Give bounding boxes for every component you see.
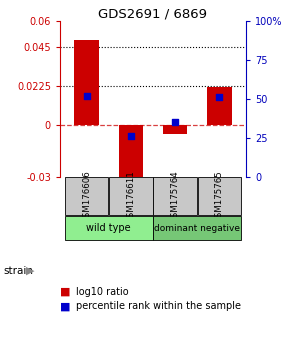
- Bar: [119, 125, 143, 182]
- FancyBboxPatch shape: [153, 177, 197, 215]
- Text: dominant negative: dominant negative: [154, 224, 240, 233]
- FancyBboxPatch shape: [109, 177, 153, 215]
- Text: percentile rank within the sample: percentile rank within the sample: [76, 301, 242, 311]
- FancyBboxPatch shape: [197, 177, 241, 215]
- Text: GSM175764: GSM175764: [171, 170, 180, 223]
- FancyBboxPatch shape: [65, 216, 153, 240]
- Point: [84, 93, 89, 99]
- Bar: [74, 40, 99, 125]
- Text: GSM176606: GSM176606: [82, 170, 91, 223]
- Point: [173, 120, 178, 125]
- Text: GSM175765: GSM175765: [215, 170, 224, 223]
- Bar: [207, 87, 232, 125]
- Text: GSM176611: GSM176611: [126, 170, 135, 223]
- Text: ■: ■: [60, 301, 70, 311]
- Point: [217, 95, 222, 100]
- Text: strain: strain: [3, 266, 33, 276]
- Point: [128, 133, 133, 139]
- Text: wild type: wild type: [86, 223, 131, 233]
- Bar: [163, 125, 187, 133]
- FancyBboxPatch shape: [65, 177, 109, 215]
- Title: GDS2691 / 6869: GDS2691 / 6869: [98, 7, 208, 20]
- Text: log10 ratio: log10 ratio: [76, 287, 129, 297]
- Text: ▶: ▶: [26, 266, 34, 276]
- FancyBboxPatch shape: [153, 216, 241, 240]
- Text: ■: ■: [60, 287, 70, 297]
